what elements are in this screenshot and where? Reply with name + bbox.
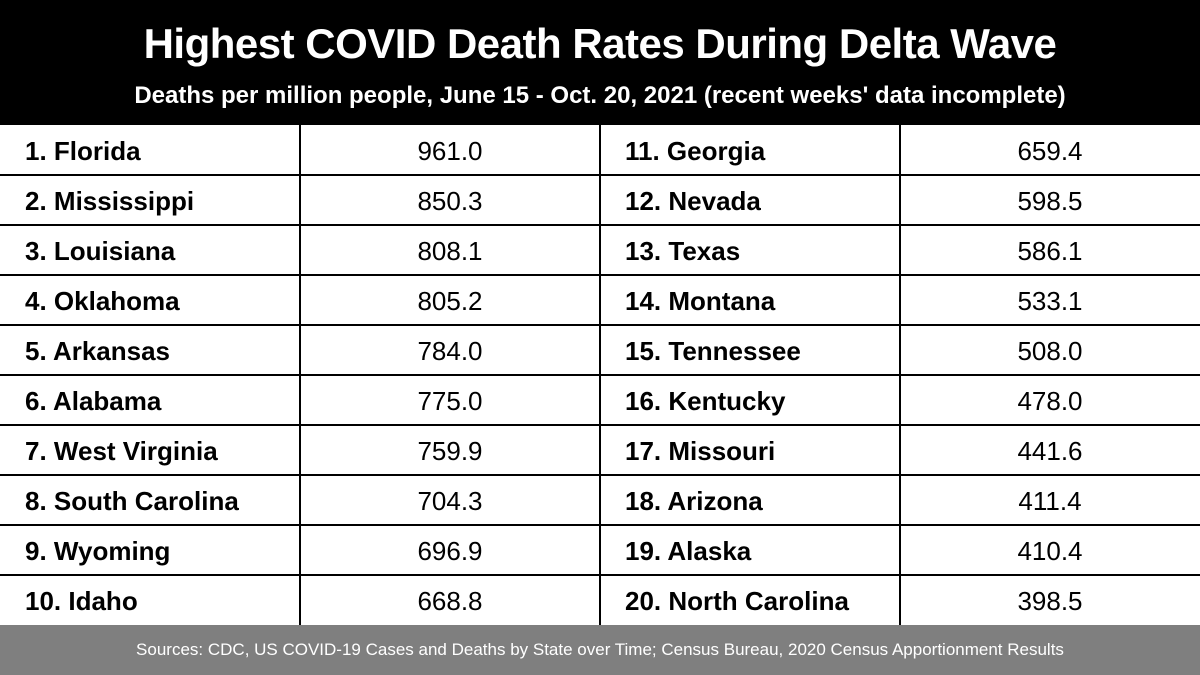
state-name-cell: 10. Idaho: [25, 586, 138, 616]
death-rate-cell: 784.0: [417, 336, 483, 366]
state-name-cell: 6. Alabama: [25, 386, 162, 416]
state-name-cell: 12. Nevada: [625, 186, 761, 216]
death-rate-cell: 508.0: [1017, 336, 1083, 366]
table-row: 10. Idaho 668.8 20. North Carolina 398.5: [0, 575, 1200, 625]
state-name-cell: 14. Montana: [625, 286, 776, 316]
death-rate-cell: 805.2: [417, 286, 483, 316]
death-rate-cell: 759.9: [417, 436, 483, 466]
column-divider: [899, 125, 901, 625]
table-row: 4. Oklahoma 805.2 14. Montana 533.1: [0, 275, 1200, 325]
state-name-cell: 18. Arizona: [625, 486, 763, 516]
table-row: 3. Louisiana 808.1 13. Texas 586.1: [0, 225, 1200, 275]
state-name-cell: 17. Missouri: [625, 436, 776, 466]
death-rate-cell: 775.0: [417, 386, 483, 416]
state-name-cell: 15. Tennessee: [625, 336, 801, 366]
state-name-cell: 3. Louisiana: [25, 236, 176, 266]
state-name-cell: 1. Florida: [25, 136, 141, 166]
death-rate-cell: 410.4: [1017, 536, 1083, 566]
table-row: 6. Alabama 775.0 16. Kentucky 478.0: [0, 375, 1200, 425]
state-name-cell: 2. Mississippi: [25, 186, 195, 216]
death-rate-cell: 441.6: [1017, 436, 1083, 466]
death-rate-cell: 808.1: [417, 236, 483, 266]
state-name-cell: 4. Oklahoma: [25, 286, 180, 316]
state-name-cell: 8. South Carolina: [25, 486, 239, 516]
death-rate-cell: 478.0: [1017, 386, 1083, 416]
column-divider: [599, 125, 601, 625]
source-footer: Sources: CDC, US COVID-19 Cases and Deat…: [0, 625, 1200, 675]
state-name-cell: 9. Wyoming: [25, 536, 171, 566]
death-rate-cell: 961.0: [417, 136, 483, 166]
chart-title: Highest COVID Death Rates During Delta W…: [143, 20, 1057, 67]
death-rate-cell: 696.9: [417, 536, 483, 566]
death-rate-cell: 668.8: [417, 586, 483, 616]
state-name-cell: 13. Texas: [625, 236, 741, 266]
table-row: 7. West Virginia 759.9 17. Missouri 441.6: [0, 425, 1200, 475]
chart-subtitle: Deaths per million people, June 15 - Oct…: [134, 82, 1066, 109]
table-row: 9. Wyoming 696.9 19. Alaska 410.4: [0, 525, 1200, 575]
state-name-cell: 5. Arkansas: [25, 336, 171, 366]
death-rate-cell: 659.4: [1017, 136, 1083, 166]
death-rate-cell: 598.5: [1017, 186, 1083, 216]
state-name-cell: 11. Georgia: [625, 136, 766, 166]
state-name-cell: 16. Kentucky: [625, 386, 786, 416]
table-row: 8. South Carolina 704.3 18. Arizona 411.4: [0, 475, 1200, 525]
state-name-cell: 7. West Virginia: [25, 436, 218, 466]
death-rate-cell: 850.3: [417, 186, 483, 216]
death-rate-cell: 704.3: [417, 486, 483, 516]
column-divider: [299, 125, 301, 625]
table-row: 2. Mississippi 850.3 12. Nevada 598.5: [0, 175, 1200, 225]
death-rate-cell: 398.5: [1017, 586, 1083, 616]
state-name-cell: 19. Alaska: [625, 536, 752, 566]
death-rate-cell: 533.1: [1017, 286, 1083, 316]
table-row: 1. Florida 961.0 11. Georgia 659.4: [0, 125, 1200, 175]
state-name-cell: 20. North Carolina: [625, 586, 849, 616]
table-row: 5. Arkansas 784.0 15. Tennessee 508.0: [0, 325, 1200, 375]
header-band: Highest COVID Death Rates During Delta W…: [0, 0, 1200, 125]
death-rate-cell: 411.4: [1018, 486, 1082, 516]
death-rate-cell: 586.1: [1017, 236, 1083, 266]
